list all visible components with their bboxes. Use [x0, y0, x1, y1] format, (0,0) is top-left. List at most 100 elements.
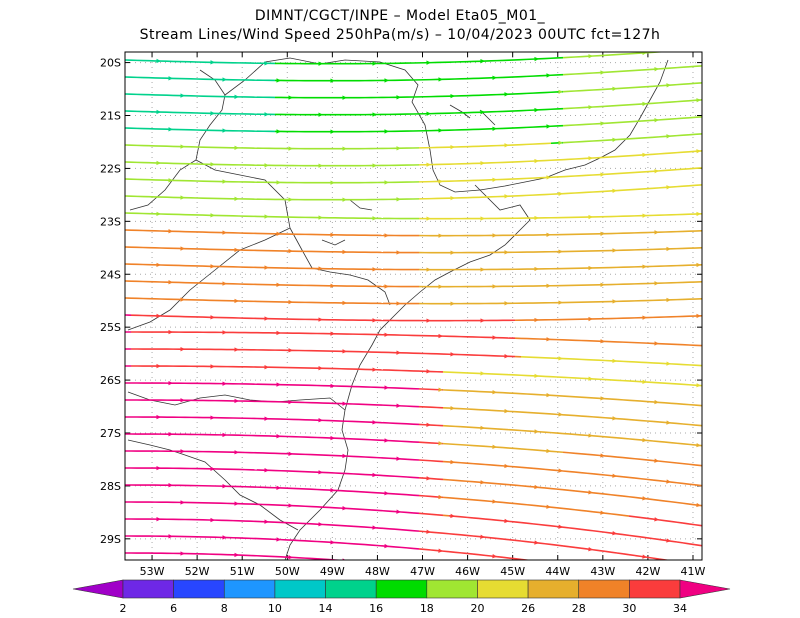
streamline-arrow	[222, 483, 227, 489]
streamline-arrow	[666, 83, 671, 88]
streamline-arrow	[234, 145, 239, 150]
streamline-arrow	[342, 95, 347, 100]
streamline-arrow	[588, 156, 593, 161]
map-subtitle: Stream Lines/Wind Speed 250hPa(m/s) – 10…	[139, 27, 661, 43]
streamline-segment	[604, 550, 612, 553]
streamline-arrow	[318, 163, 323, 168]
colorbar-cell	[477, 579, 529, 599]
streamline-arrow	[480, 425, 485, 431]
streamline-segment	[622, 495, 630, 498]
streamline-arrow	[492, 390, 497, 395]
streamline-segment	[616, 437, 624, 440]
streamline-segment	[568, 527, 576, 530]
streamline-arrow	[642, 315, 647, 320]
streamline-arrow	[480, 371, 485, 376]
streamline-arrow	[330, 180, 335, 185]
streamline-segment	[646, 517, 654, 520]
streamline-segment	[658, 538, 666, 542]
lat-label: 29S	[100, 533, 121, 546]
streamline-arrow	[318, 470, 323, 475]
streamline-segment	[508, 483, 516, 487]
streamline-arrow	[288, 95, 293, 100]
streamline-segment	[682, 502, 690, 505]
streamline-arrow	[222, 230, 227, 235]
streamline-arrow	[480, 110, 485, 115]
streamline-arrow	[642, 101, 647, 107]
streamline-arrow	[222, 432, 227, 438]
streamline-arrow	[558, 191, 563, 197]
streamline-arrow	[642, 496, 647, 501]
lat-label: 22S	[100, 162, 121, 175]
streamline-arrow	[168, 483, 173, 488]
streamline-arrow	[168, 127, 173, 132]
streamline-segment	[574, 452, 582, 455]
streamline-segment	[442, 532, 450, 535]
streamline-arrow	[156, 58, 161, 64]
lon-label: 51W	[230, 565, 255, 578]
streamline-segment	[496, 537, 504, 540]
streamline-arrow	[438, 494, 443, 500]
streamline-segment	[616, 456, 624, 459]
streamline-segment	[580, 490, 588, 493]
streamline-arrow	[318, 522, 323, 527]
streamline-segment	[682, 482, 690, 485]
streamline-segment	[544, 524, 552, 527]
streamline-segment	[658, 440, 666, 443]
streamline-segment	[490, 482, 498, 485]
streamline-arrow	[210, 162, 215, 167]
streamline-segment	[670, 500, 678, 504]
streamline-arrow	[666, 246, 671, 252]
streamline-arrow	[642, 554, 647, 559]
streamline-arrow	[396, 95, 401, 100]
streamline-arrow	[654, 281, 659, 286]
streamline-arrow	[156, 211, 161, 217]
streamline-segment	[688, 443, 696, 446]
streamline-arrow	[384, 385, 389, 390]
streamline-segment	[550, 469, 558, 472]
streamline-segment	[598, 530, 606, 534]
streamline-arrow	[372, 112, 377, 117]
streamline-arrow	[210, 415, 215, 420]
streamline-segment	[592, 548, 600, 552]
lat-label: 23S	[100, 215, 121, 228]
streamline-arrow	[342, 349, 347, 354]
streamline-arrow	[600, 121, 605, 126]
streamline-segment	[556, 507, 564, 510]
streamline-arrow	[168, 380, 173, 386]
streamline-arrow	[450, 301, 455, 306]
colorbar-label: 14	[319, 602, 333, 615]
streamline-arrow	[534, 540, 539, 545]
streamline-arrow	[156, 363, 161, 369]
streamline-segment	[496, 482, 504, 485]
streamline-arrow	[426, 60, 431, 65]
streamline-arrow	[666, 361, 671, 366]
streamline-arrow	[450, 352, 455, 357]
streamline-arrow	[372, 61, 377, 66]
streamline-arrow	[438, 179, 443, 184]
streamlines	[125, 52, 702, 560]
streamline-arrow	[654, 517, 659, 522]
streamline-arrow	[588, 490, 593, 495]
streamline-segment	[616, 532, 624, 536]
streamline-arrow	[396, 456, 401, 461]
streamline-segment	[616, 552, 624, 555]
streamline-segment	[574, 508, 582, 512]
streamline-arrow	[156, 160, 161, 166]
streamline-arrow	[384, 129, 389, 134]
streamline-segment	[580, 509, 588, 512]
streamline-segment	[616, 475, 624, 478]
streamline-segment	[478, 553, 486, 557]
streamline-arrow	[264, 416, 269, 421]
streamline-arrow	[234, 94, 239, 99]
streamline-arrow	[222, 77, 227, 82]
streamline-segment	[574, 546, 582, 549]
lon-label: 41W	[681, 565, 706, 578]
streamline-segment	[670, 540, 678, 543]
streamline-arrow	[234, 347, 239, 352]
streamline-arrow	[480, 480, 485, 485]
streamline-arrow	[156, 262, 161, 268]
streamline-segment	[634, 496, 642, 499]
streamline-arrow	[534, 484, 539, 490]
streamline-arrow	[534, 429, 539, 434]
streamline-arrow	[288, 399, 293, 405]
